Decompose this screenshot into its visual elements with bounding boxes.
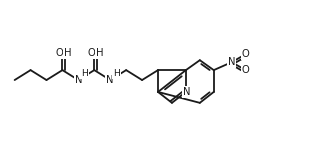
- Text: O: O: [87, 48, 95, 58]
- Text: N: N: [107, 75, 114, 85]
- Text: O: O: [242, 49, 250, 59]
- Text: N: N: [183, 87, 190, 97]
- Text: H: H: [113, 69, 120, 78]
- Text: H: H: [95, 48, 103, 58]
- Text: N: N: [228, 57, 235, 67]
- Text: H: H: [64, 48, 71, 58]
- Text: O: O: [56, 48, 63, 58]
- Text: O: O: [242, 65, 250, 75]
- Text: H: H: [81, 69, 88, 78]
- Text: N: N: [75, 75, 82, 85]
